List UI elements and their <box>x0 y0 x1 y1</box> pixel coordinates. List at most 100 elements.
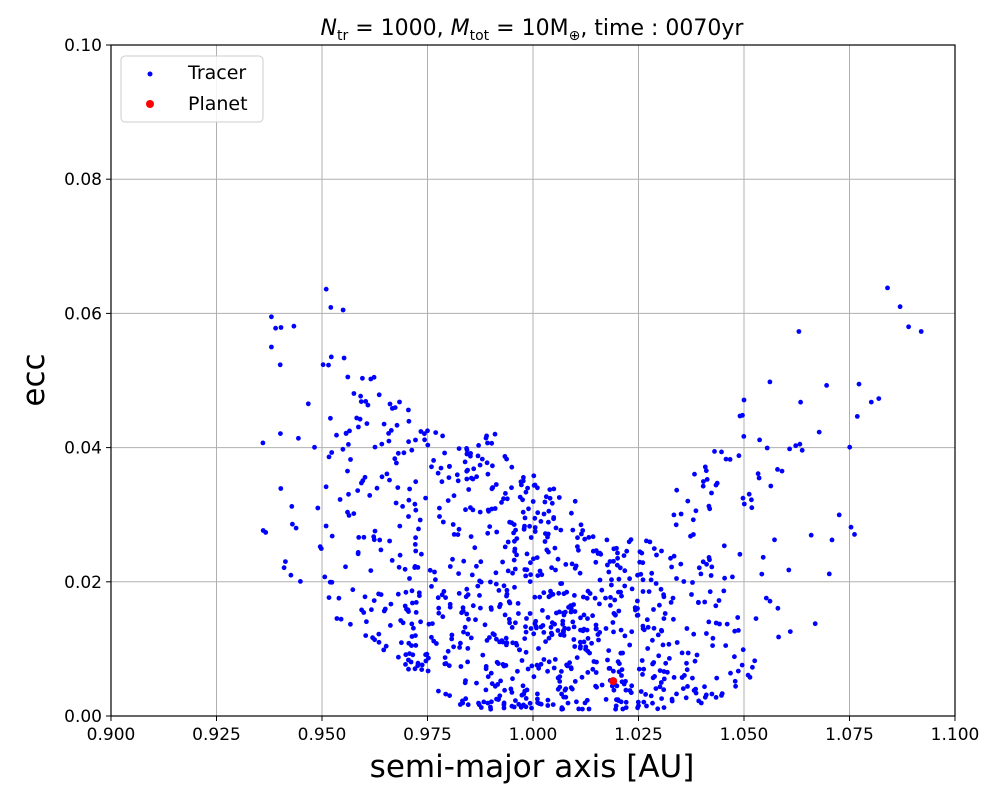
tracer-point <box>397 523 403 529</box>
legend-box <box>120 55 264 123</box>
tracer-point <box>564 662 569 668</box>
tracer-point <box>371 534 377 540</box>
tracer-point <box>355 488 361 493</box>
tracer-point <box>671 675 677 680</box>
tracer-point <box>364 421 370 426</box>
y-axis-label: ecc <box>16 353 52 406</box>
tracer-point <box>326 362 331 368</box>
tracer-point <box>661 669 667 674</box>
tracer-point <box>652 674 657 679</box>
tracer-point <box>674 640 680 645</box>
tracer-point <box>348 621 353 627</box>
tracer-point <box>341 355 347 361</box>
tracer-point <box>345 509 350 515</box>
tracer-point <box>702 684 707 690</box>
tracer-point <box>712 449 717 454</box>
tracer-point <box>492 683 498 689</box>
tracer-point <box>710 635 716 641</box>
tracer-point <box>622 568 628 574</box>
tracer-point <box>278 486 284 491</box>
tracer-point <box>413 479 419 485</box>
tracer-point <box>577 639 583 645</box>
tracer-point <box>516 701 522 707</box>
tracer-point <box>368 376 374 382</box>
tracer-point <box>290 521 295 527</box>
tracer-point <box>723 643 729 648</box>
tracer-point <box>593 622 599 628</box>
tracer-point <box>661 594 667 600</box>
tracer-point <box>350 587 356 593</box>
tracer-point <box>582 536 588 542</box>
tracer-point <box>572 679 578 684</box>
tracer-point <box>425 442 431 448</box>
tracer-point <box>528 560 533 566</box>
tracer-point <box>522 636 528 641</box>
tracer-point <box>640 560 646 566</box>
tracer-point <box>437 505 442 511</box>
tracer-point <box>429 584 434 589</box>
tracer-point <box>513 698 518 703</box>
tracer-point <box>528 626 534 631</box>
tracer-point <box>488 605 494 610</box>
tracer-point <box>323 286 329 292</box>
tracer-point <box>413 548 419 554</box>
tracer-point <box>394 422 400 428</box>
tracer-point <box>468 453 473 459</box>
tracer-point <box>523 573 529 579</box>
tracer-point <box>755 471 761 477</box>
tracer-point <box>476 700 481 706</box>
tracer-point <box>605 562 610 568</box>
tracer-point <box>626 539 632 545</box>
tracer-point <box>735 615 741 620</box>
tracer-point <box>455 532 461 537</box>
tracer-point <box>578 615 583 621</box>
tracer-point <box>704 561 709 567</box>
tracer-point <box>442 655 448 660</box>
tracer-point <box>487 524 493 529</box>
tracer-point <box>399 640 404 646</box>
tracer-point <box>885 285 890 291</box>
tracer-point <box>679 650 685 656</box>
tracer-point <box>661 705 667 710</box>
tracer-point <box>736 453 742 459</box>
tracer-point <box>528 572 533 578</box>
tracer-point <box>425 668 431 674</box>
tracer-point <box>764 445 770 451</box>
tracer-point <box>397 399 402 405</box>
tracer-point <box>694 652 700 658</box>
tracer-point <box>485 440 490 446</box>
tracer-point <box>536 646 541 651</box>
tracer-point <box>406 497 412 503</box>
tracer-point <box>429 634 434 640</box>
tracer-point <box>709 691 715 697</box>
tracer-point <box>829 537 835 543</box>
tracer-point <box>473 617 478 623</box>
tracer-point <box>481 699 487 705</box>
tracer-point <box>372 637 377 643</box>
tracer-point <box>464 447 470 453</box>
tracer-point <box>322 574 328 580</box>
tracer-point <box>559 669 564 674</box>
tracer-point <box>409 447 415 453</box>
tracer-point <box>296 435 301 441</box>
tracer-point <box>523 629 529 635</box>
tracer-point <box>461 629 466 635</box>
tracer-point <box>541 630 547 635</box>
tracer-point <box>505 568 511 574</box>
tracer-point <box>484 460 490 466</box>
tracer-point <box>621 553 627 558</box>
tracer-point <box>657 684 663 690</box>
tracer-point <box>427 567 433 573</box>
tracer-point <box>501 700 507 706</box>
tracer-point <box>661 687 667 693</box>
tracer-point <box>775 605 781 611</box>
tracer-point <box>616 576 622 582</box>
tracer-point <box>568 666 574 672</box>
tracer-point <box>603 626 609 631</box>
tracer-point <box>673 522 679 528</box>
tracer-point <box>524 616 529 621</box>
tracer-point <box>746 491 752 497</box>
tracer-point <box>493 570 499 576</box>
tracer-point <box>644 703 649 709</box>
tracer-point <box>733 683 738 689</box>
